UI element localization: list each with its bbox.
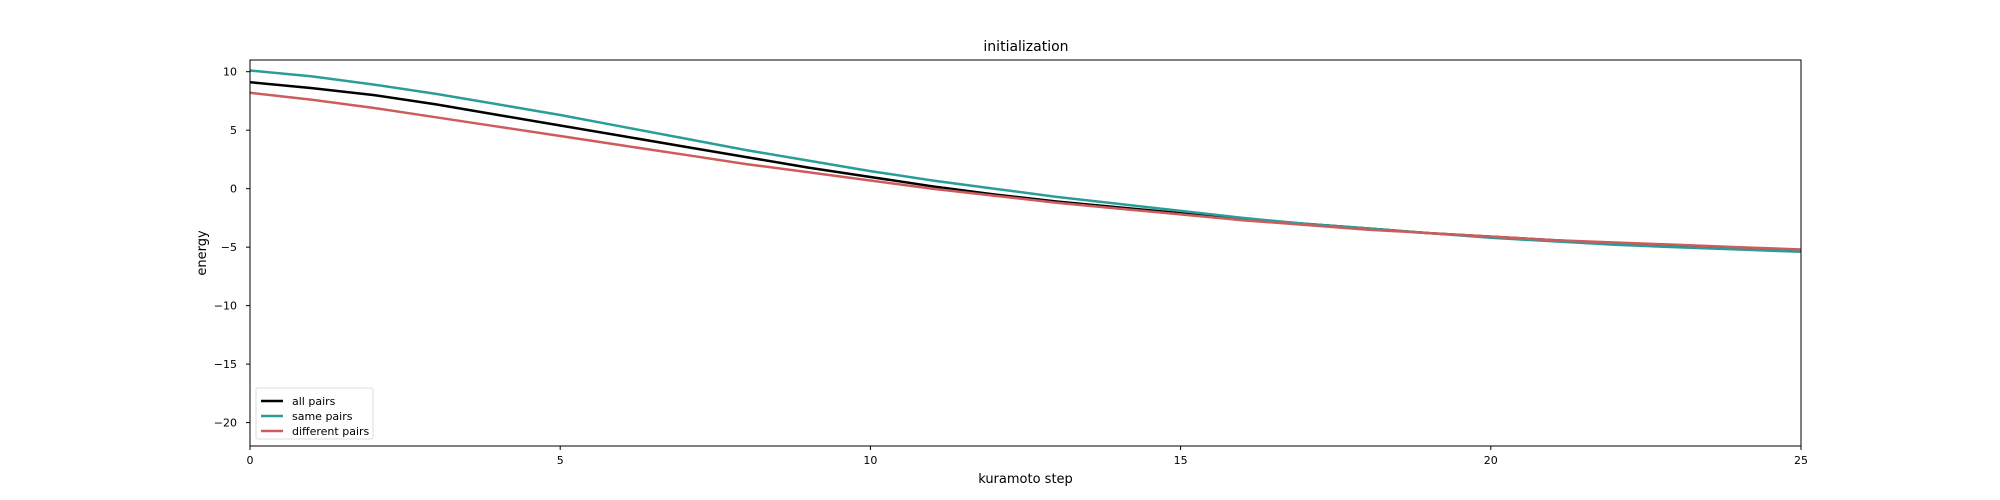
y-tick-label: 5 — [230, 124, 237, 137]
legend-box — [255, 387, 374, 440]
series-line-all-pairs — [249, 80, 1802, 252]
x-axis-label: kuramoto step — [978, 472, 1073, 487]
y-axis-label: energy — [195, 230, 210, 276]
legend-label: same pairs — [292, 410, 353, 423]
plot-lines — [249, 69, 1802, 254]
legend: all pairs same pairs different pairs — [255, 387, 374, 440]
x-tick-label: 15 — [1174, 454, 1188, 467]
axis-ticks: 0 5 10 15 20 25 10 5 0 −5 −10 −15 −20 — [214, 66, 1808, 467]
y-tick-label: −15 — [214, 358, 237, 371]
x-tick-label: 10 — [863, 454, 877, 467]
x-tick-label: 0 — [247, 454, 254, 467]
y-tick-label: 0 — [230, 183, 237, 196]
y-tick-label: 10 — [223, 66, 237, 79]
chart-title: initialization — [983, 39, 1068, 55]
y-tick-label: −20 — [214, 417, 237, 430]
y-tick-label: −10 — [214, 300, 237, 313]
y-tick-label: −5 — [221, 241, 237, 254]
legend-label: different pairs — [292, 425, 370, 438]
series-line-same-pairs — [249, 69, 1802, 254]
series-line-different-pairs — [249, 91, 1802, 251]
legend-label: all pairs — [292, 395, 336, 408]
x-tick-label: 20 — [1484, 454, 1498, 467]
x-tick-label: 25 — [1794, 454, 1808, 467]
plot-frame — [249, 59, 1802, 447]
x-tick-label: 5 — [557, 454, 564, 467]
